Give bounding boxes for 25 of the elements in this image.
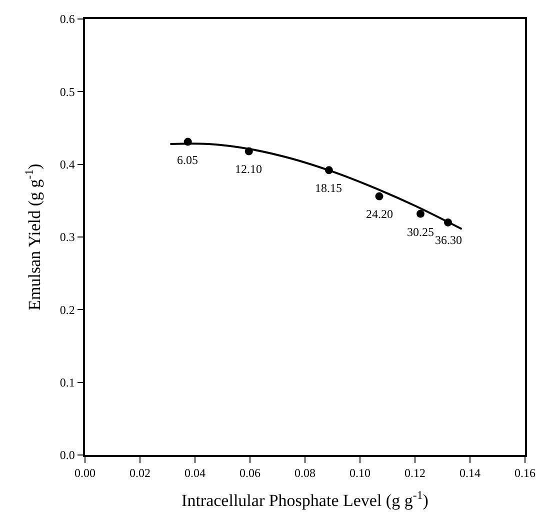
- x-axis-title: Intracellular Phosphate Level (g g$^{-1}$): [182, 488, 428, 510]
- x-tick-label: 0.08: [294, 466, 316, 480]
- annotation: 24.20: [366, 207, 393, 221]
- x-tick-label: 0.02: [130, 466, 150, 480]
- x-tick-label: 0.12: [404, 466, 426, 480]
- x-tick-label: 0.14: [460, 466, 480, 480]
- y-tick-label: 0.3: [60, 230, 75, 244]
- annotation: 18.15: [315, 181, 342, 195]
- x-tick-label: 0.00: [74, 466, 96, 480]
- annotation: 36.30: [435, 233, 462, 247]
- point: [375, 192, 384, 200]
- x-tick-label: 0.06: [240, 466, 260, 480]
- y-tick-label: 0.0: [60, 448, 75, 462]
- annotation: 30.25: [407, 225, 434, 239]
- y-tick-label: 0.1: [60, 376, 75, 390]
- y-tick-label: 0.5: [60, 84, 75, 99]
- x-tick-label: 0.10: [350, 466, 370, 480]
- x-tick-label: 0.16: [514, 466, 536, 480]
- annotation: 6.05: [177, 153, 198, 167]
- point: [416, 210, 424, 218]
- y-tick-label: 0.4: [60, 158, 75, 172]
- x-tick-label: 0.04: [184, 466, 206, 480]
- y-tick-label: 0.6: [60, 12, 75, 26]
- annotation: 12.10: [235, 162, 262, 176]
- y-tick-label: 0.2: [60, 302, 75, 317]
